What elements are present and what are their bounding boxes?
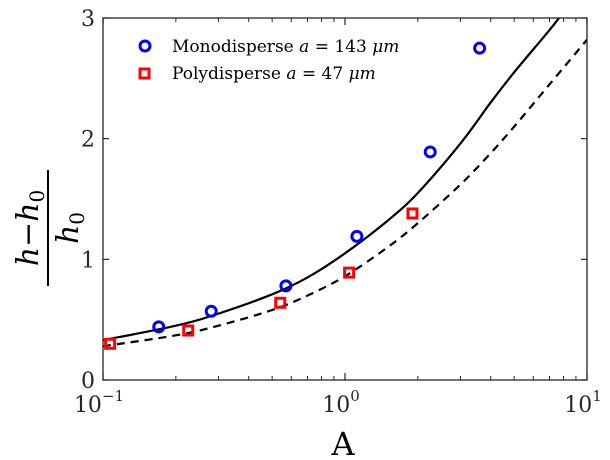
- y-label-num-sub: 0: [25, 190, 49, 203]
- marker-polydisperse-3: [343, 266, 356, 279]
- y-tick-label: 3: [81, 7, 95, 32]
- legend-marker-polydisperse: [138, 67, 151, 80]
- y-label-num-h1: h: [11, 247, 46, 266]
- y-label-num-h2: h: [11, 202, 46, 221]
- y-label-den-sub: 0: [65, 212, 89, 225]
- legend-label-monodisperse: Monodisperse: [172, 37, 294, 57]
- legend: Monodisperse a = 143 μm Polydisperse a =…: [138, 37, 399, 84]
- marker-monodisperse-3: [350, 229, 364, 243]
- axis-ticks: 0 1 2 3 10−1 100 101: [74, 7, 602, 418]
- y-label-den-h: h: [51, 225, 86, 244]
- marker-polydisperse-4: [406, 207, 419, 220]
- fit-lines: [103, 18, 587, 348]
- fit-line-solid: [103, 18, 561, 342]
- x-tick-label: 10−1: [74, 387, 124, 418]
- svg-text:Monodisperse a = 1: Monodisperse a = 143 μm: [172, 37, 399, 57]
- marker-polydisperse-0: [104, 337, 117, 350]
- svg-text:h−h0: h−h0: [11, 190, 49, 267]
- y-tick-label: 1: [81, 248, 95, 273]
- y-tick-label: 0: [81, 369, 95, 394]
- marker-monodisperse-5: [473, 41, 487, 55]
- marker-monodisperse-1: [204, 304, 218, 318]
- marker-monodisperse-4: [423, 145, 437, 159]
- marker-polydisperse-2: [274, 296, 287, 309]
- marker-polydisperse-1: [182, 324, 195, 337]
- svg-text:Polydisperse a = 4: Polydisperse a = 47 μm: [172, 64, 376, 84]
- legend-marker-monodisperse: [138, 39, 152, 53]
- fit-line-dashed: [103, 39, 587, 348]
- data-markers: [104, 41, 487, 350]
- x-tick-label: 101: [564, 387, 602, 418]
- y-tick-label: 2: [81, 128, 95, 153]
- x-tick-label: 100: [322, 387, 360, 418]
- marker-monodisperse-0: [152, 320, 166, 334]
- legend-label-polydisperse: Polydisperse: [172, 64, 281, 84]
- marker-monodisperse-2: [279, 279, 293, 293]
- x-axis-label: A: [330, 425, 355, 460]
- svg-text:h0: h0: [51, 212, 89, 244]
- y-axis-label: h−h0 h0: [11, 170, 89, 286]
- y-label-minus: −: [11, 222, 46, 247]
